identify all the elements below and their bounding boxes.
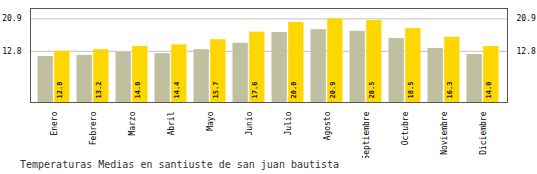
svg-text:13.2: 13.2 (95, 82, 103, 99)
svg-text:Junio: Junio (245, 111, 254, 135)
html-text:Temperaturas Medias en santius: Temperaturas Medias en santiuste de san … (20, 159, 340, 170)
svg-text:Noviembre: Noviembre (440, 111, 449, 155)
svg-text:Agosto: Agosto (323, 111, 332, 140)
svg-text:12.8: 12.8 (2, 47, 21, 56)
svg-text:Marzo: Marzo (128, 111, 137, 135)
svg-text:14.0: 14.0 (134, 82, 142, 99)
svg-text:Julio: Julio (284, 111, 293, 135)
svg-text:20.9: 20.9 (2, 14, 21, 23)
svg-text:20.9: 20.9 (329, 82, 337, 99)
svg-text:Abril: Abril (167, 111, 176, 135)
svg-text:12.8: 12.8 (517, 47, 536, 56)
svg-text:18.5: 18.5 (407, 82, 415, 99)
svg-text:Mayo: Mayo (206, 111, 215, 130)
svg-text:Enero: Enero (50, 111, 59, 135)
svg-text:Septiembre: Septiembre (362, 111, 371, 158)
svg-text:Febrero: Febrero (89, 111, 98, 145)
svg-text:14.4: 14.4 (173, 82, 181, 99)
svg-text:14.0: 14.0 (485, 82, 493, 99)
svg-text:15.7: 15.7 (212, 82, 220, 99)
svg-text:20.9: 20.9 (517, 14, 536, 23)
svg-text:16.3: 16.3 (446, 82, 454, 99)
svg-text:Diciembre: Diciembre (479, 111, 488, 155)
svg-text:20.0: 20.0 (290, 82, 298, 99)
svg-text:17.6: 17.6 (251, 82, 259, 99)
svg-text:12.8: 12.8 (56, 82, 64, 99)
svg-text:20.5: 20.5 (368, 82, 376, 99)
svg-text:Octubre: Octubre (401, 111, 410, 145)
